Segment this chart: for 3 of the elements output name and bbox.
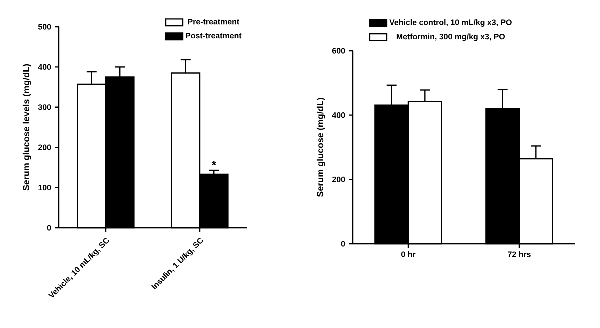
y-axis-title: Serum glucose levels (mg/dL) xyxy=(22,64,32,191)
y-axis-title: Serum glucose (mg/dL) xyxy=(316,98,326,198)
annotation: * xyxy=(212,161,216,166)
